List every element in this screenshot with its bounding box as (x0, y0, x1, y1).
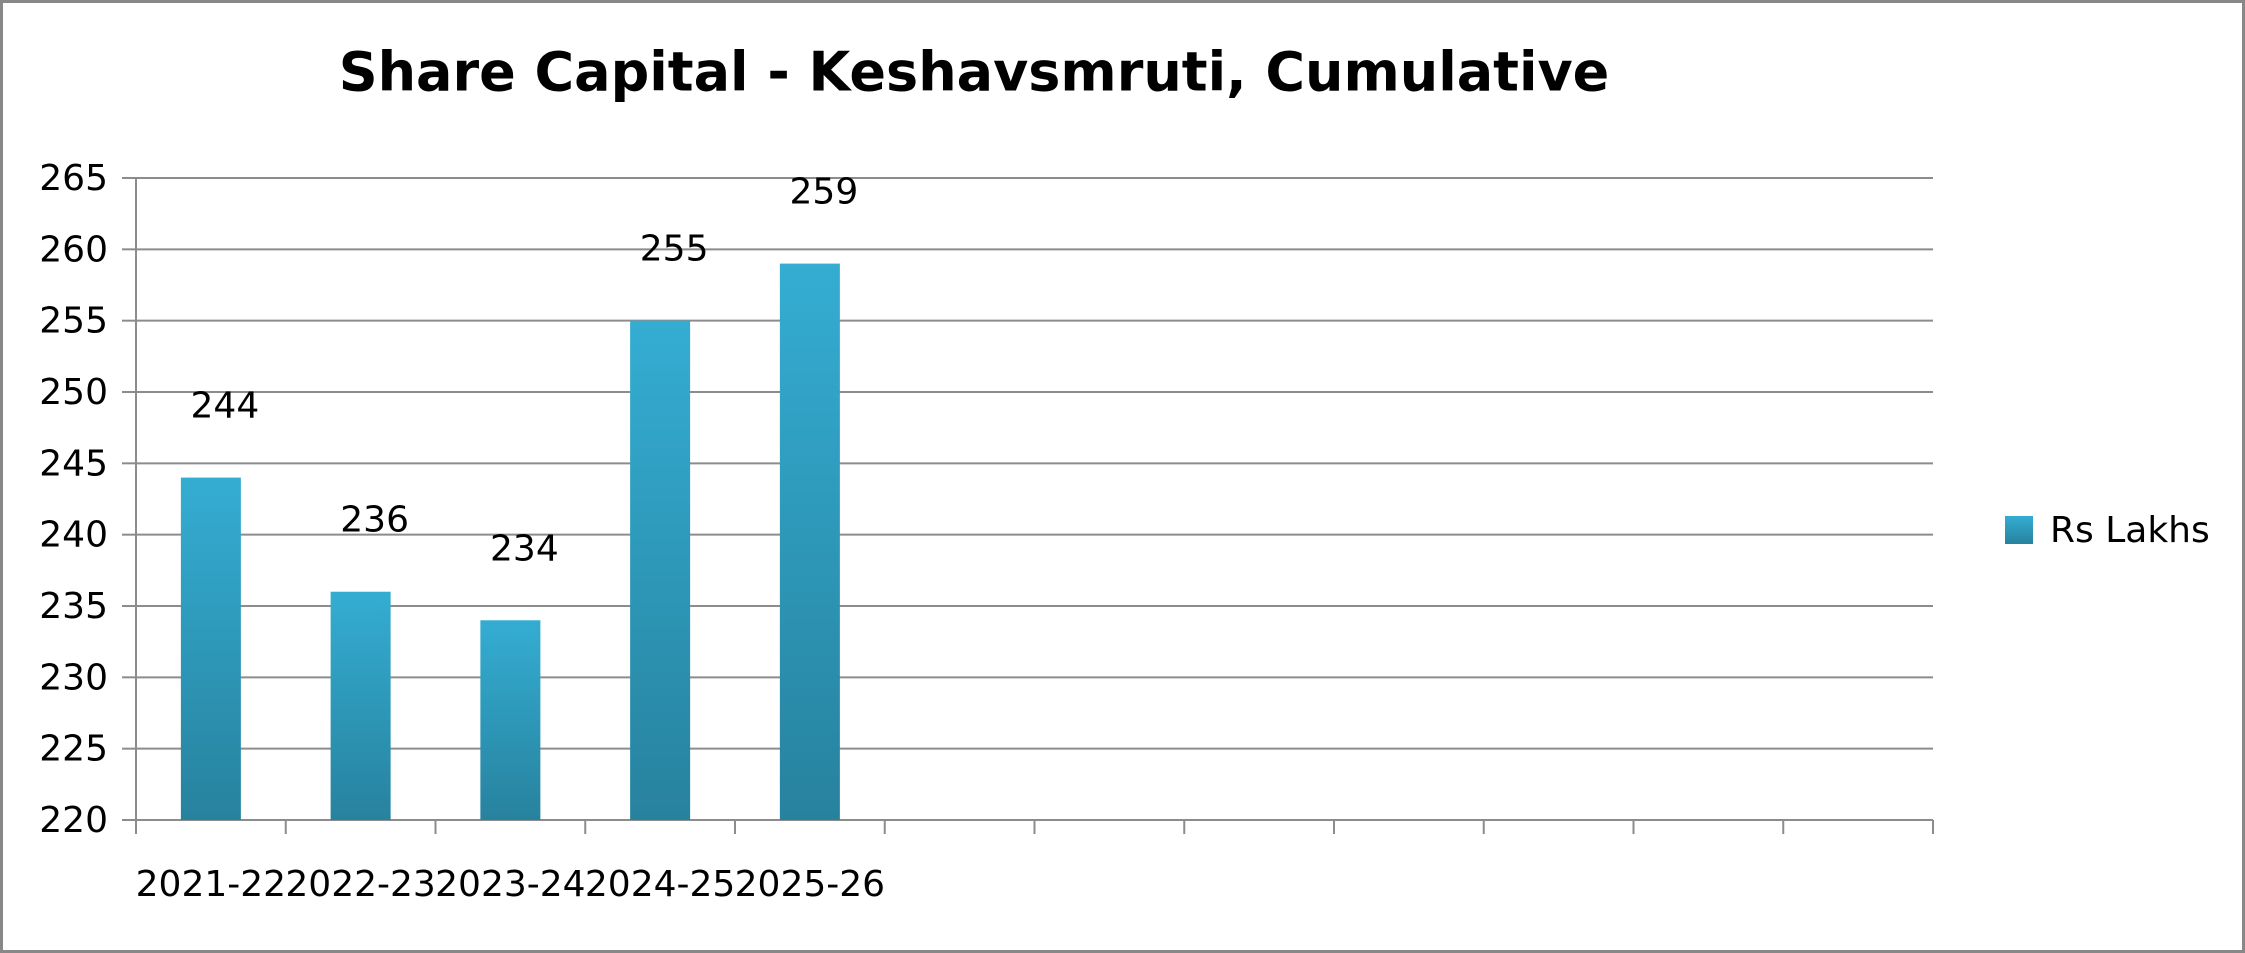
x-tick-label: 2025-26 (735, 864, 885, 905)
y-tick-label: 230 (39, 657, 108, 698)
x-tick-label: 2022-23 (285, 864, 435, 905)
y-tick-label: 255 (39, 301, 108, 342)
data-label: 234 (490, 528, 559, 569)
bar (180, 477, 241, 820)
y-tick-label: 220 (39, 800, 108, 841)
data-label: 236 (340, 500, 409, 541)
x-tick-label: 2024-25 (585, 864, 735, 905)
legend-swatch (2005, 516, 2033, 544)
y-tick-label: 235 (39, 586, 108, 627)
x-tick-label: 2021-22 (136, 864, 286, 905)
y-tick-label: 245 (39, 443, 108, 484)
chart-title: Share Capital - Keshavsmruti, Cumulative (339, 41, 1610, 104)
bar (779, 263, 840, 821)
bar (630, 320, 691, 820)
bar (330, 591, 391, 820)
y-tick-label: 265 (39, 158, 108, 199)
data-label: 259 (790, 172, 859, 213)
y-tick-label: 260 (39, 229, 108, 270)
y-tick-label: 250 (39, 372, 108, 413)
y-tick-label: 240 (39, 515, 108, 556)
data-label: 244 (191, 386, 260, 427)
bar (480, 620, 541, 820)
x-tick-label: 2023-24 (435, 864, 585, 905)
legend-label: Rs Lakhs (2050, 510, 2210, 551)
y-tick-label: 225 (39, 729, 108, 770)
data-label: 255 (640, 229, 709, 270)
